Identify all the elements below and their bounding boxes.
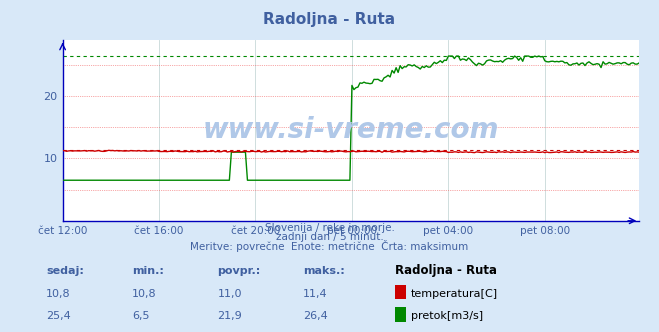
Text: Radoljna - Ruta: Radoljna - Ruta xyxy=(395,264,498,277)
Text: Slovenija / reke in morje.: Slovenija / reke in morje. xyxy=(264,223,395,233)
Text: 21,9: 21,9 xyxy=(217,311,243,321)
Text: pretok[m3/s]: pretok[m3/s] xyxy=(411,311,482,321)
Text: maks.:: maks.: xyxy=(303,266,345,276)
Text: 11,4: 11,4 xyxy=(303,289,328,299)
Text: 25,4: 25,4 xyxy=(46,311,71,321)
Text: zadnji dan / 5 minut.: zadnji dan / 5 minut. xyxy=(275,232,384,242)
Text: sedaj:: sedaj: xyxy=(46,266,84,276)
Text: 11,0: 11,0 xyxy=(217,289,242,299)
Text: povpr.:: povpr.: xyxy=(217,266,261,276)
Text: 10,8: 10,8 xyxy=(46,289,71,299)
Text: Meritve: povrečne  Enote: metrične  Črta: maksimum: Meritve: povrečne Enote: metrične Črta: … xyxy=(190,240,469,252)
Text: min.:: min.: xyxy=(132,266,163,276)
Text: 6,5: 6,5 xyxy=(132,311,150,321)
Text: 26,4: 26,4 xyxy=(303,311,328,321)
Text: 10,8: 10,8 xyxy=(132,289,156,299)
Text: Radoljna - Ruta: Radoljna - Ruta xyxy=(264,12,395,27)
Text: temperatura[C]: temperatura[C] xyxy=(411,289,498,299)
Text: www.si-vreme.com: www.si-vreme.com xyxy=(203,116,499,144)
